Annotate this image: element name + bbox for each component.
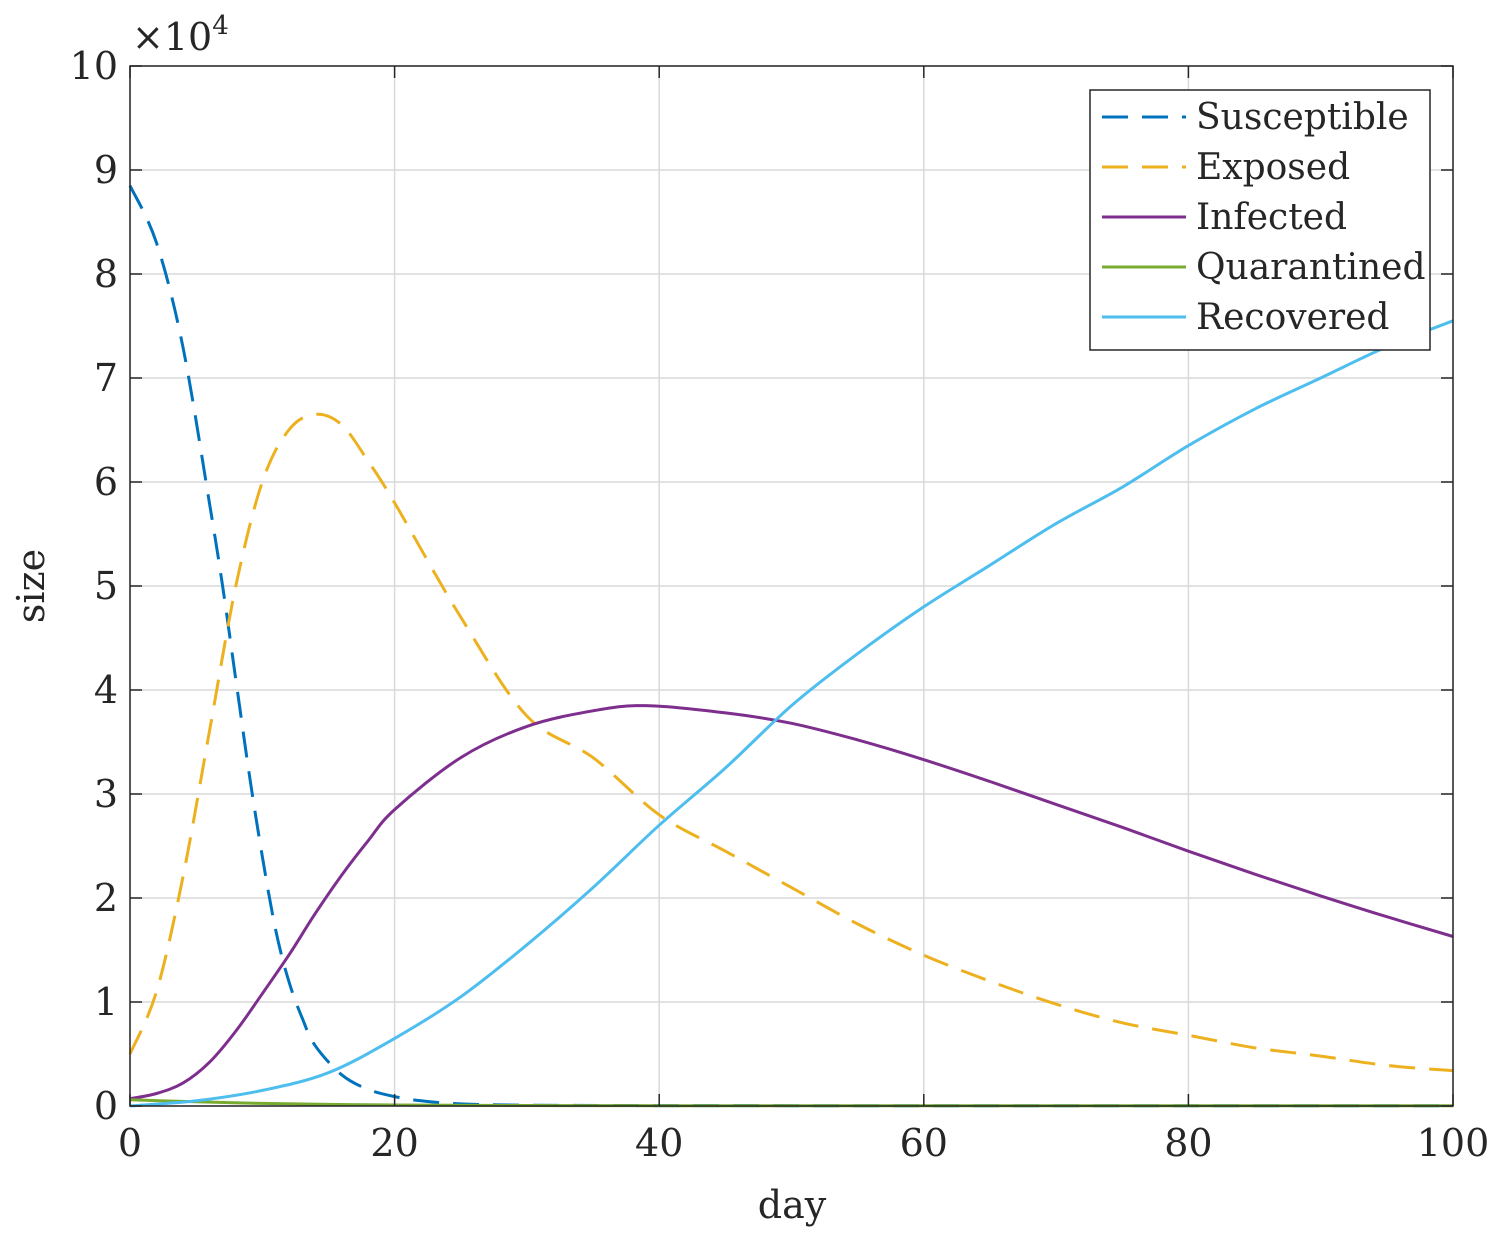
series-line-recovered [129,319,1454,1108]
tick-labels: 0 20 40 60 80 100 0 1 2 3 4 5 6 7 8 9 10 [70,44,1490,1165]
y-tick-label: 2 [94,876,118,920]
y-tick-label: 8 [94,252,118,296]
y-tick-label: 9 [94,148,118,192]
y-tick-label: 10 [70,44,118,88]
y-tick-label: 6 [94,460,118,504]
legend-label-infected: Infected [1196,197,1347,238]
tick-marks [129,65,1454,1107]
y-exponent-base: ×10 [132,15,212,59]
y-tick-label: 3 [94,772,118,816]
y-axis-label: size [9,549,53,623]
y-tick-label: 7 [94,356,118,400]
y-tick-label: 5 [94,564,118,608]
y-tick-label: 1 [94,980,118,1024]
x-tick-label: 40 [635,1121,683,1165]
x-tick-label: 60 [900,1121,948,1165]
x-tick-label: 0 [118,1121,142,1165]
x-tick-label: 20 [370,1121,418,1165]
grid-lines [129,65,1454,1107]
legend-label-recovered: Recovered [1196,297,1389,338]
legend: Susceptible Exposed Infected Quarantined Rec… [1089,89,1431,351]
series-line-infected [129,704,1454,1101]
y-tick-label: 0 [94,1084,118,1128]
y-exponent-power: 4 [212,11,229,41]
x-tick-label: 80 [1164,1121,1212,1165]
x-axis-label: day [758,1183,827,1227]
legend-label-susceptible: Susceptible [1196,97,1409,138]
y-exponent-label: ×104 [132,11,229,59]
legend-label-quarantined: Quarantined [1196,247,1426,288]
legend-label-exposed: Exposed [1196,147,1350,188]
legend-box [1089,89,1431,351]
y-tick-label: 4 [94,668,118,712]
x-tick-label: 100 [1417,1121,1490,1165]
series-line-exposed [128,412,1454,1073]
legend-entries: Susceptible Exposed Infected Quarantined Rec… [1102,97,1426,338]
